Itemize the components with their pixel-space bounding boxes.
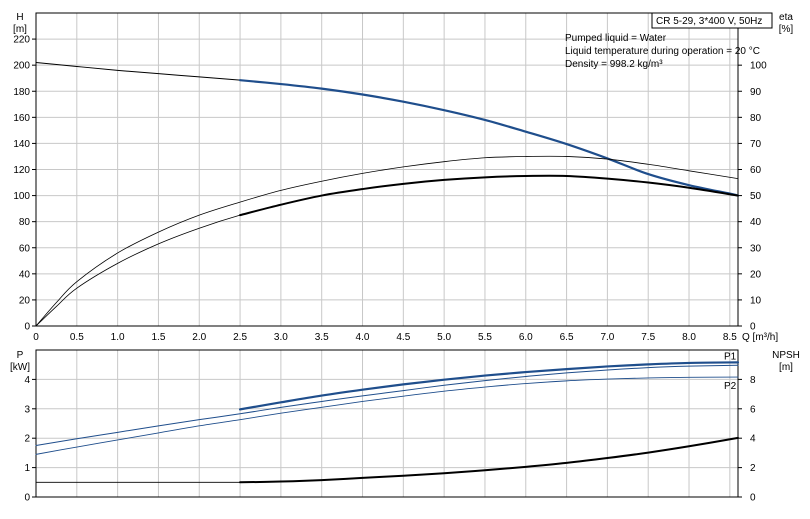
left-tick-label: 140 bbox=[13, 139, 30, 150]
plot-frame bbox=[35, 12, 739, 327]
left-tick-label: 60 bbox=[19, 243, 31, 254]
right-tick-label: 30 bbox=[750, 243, 762, 254]
right-tick-label: 2 bbox=[750, 463, 756, 474]
x-tick-label: 1.0 bbox=[111, 332, 125, 343]
x-tick-label: 8.5 bbox=[723, 332, 737, 343]
right-tick-label: 10 bbox=[750, 295, 762, 306]
left-tick-label: 0 bbox=[24, 322, 30, 333]
right-axis-title: eta bbox=[779, 12, 793, 23]
series-line-0-1 bbox=[238, 79, 740, 197]
right-tick-label: 50 bbox=[750, 191, 762, 202]
x-tick-label: 2.0 bbox=[192, 332, 206, 343]
x-tick-label: 5.0 bbox=[437, 332, 451, 343]
left-tick-label: 2 bbox=[24, 434, 30, 445]
right-tick-label: 40 bbox=[750, 217, 762, 228]
model-label-box bbox=[651, 12, 773, 29]
x-tick-label: 0 bbox=[33, 332, 39, 343]
left-axis-unit: [m] bbox=[13, 24, 27, 35]
x-tick-label: 3.0 bbox=[274, 332, 288, 343]
x-tick-label: 2.5 bbox=[233, 332, 247, 343]
left-tick-label: 4 bbox=[24, 375, 30, 386]
right-tick-label: 60 bbox=[750, 165, 762, 176]
series-line-0-0 bbox=[35, 62, 739, 197]
left-tick-label: 20 bbox=[19, 295, 31, 306]
x-tick-label: 7.0 bbox=[600, 332, 614, 343]
left-tick-label: 120 bbox=[13, 165, 30, 176]
left-tick-label: 1 bbox=[24, 463, 30, 474]
x-tick-label: 8.0 bbox=[682, 332, 696, 343]
plot-frame bbox=[35, 349, 739, 498]
power-npsh-panel: 0 1 2 3 4 0 2 4 6 8 P[kW] NPSH[m] P1 P2 bbox=[10, 349, 800, 504]
info-box: CR 5-29, 3*400 V, 50Hz Pumped liquid = Wa… bbox=[565, 12, 773, 70]
right-axis-unit: [m] bbox=[779, 362, 793, 373]
x-tick-label: 4.0 bbox=[356, 332, 370, 343]
series-label-p1: P1 bbox=[724, 351, 737, 362]
x-tick-label: 7.5 bbox=[641, 332, 655, 343]
head-efficiency-panel: 0 0.5 1.0 1.5 2.0 2.5 3.0 3.5 4.0 4.5 5.0 5.5 6.0 6.5… bbox=[13, 12, 793, 343]
right-axis-title: NPSH bbox=[772, 350, 800, 361]
density-text: Density = 998.2 kg/m³ bbox=[565, 59, 663, 70]
pumped-liquid-text: Pumped liquid = Water bbox=[565, 33, 667, 44]
x-tick-label: 4.5 bbox=[396, 332, 410, 343]
right-tick-label: 0 bbox=[750, 493, 756, 504]
left-tick-label: 0 bbox=[24, 493, 30, 504]
left-axis-title: P bbox=[17, 350, 24, 361]
right-tick-label: 4 bbox=[750, 434, 756, 445]
right-tick-label: 80 bbox=[750, 113, 762, 124]
series-line-0-4 bbox=[239, 174, 739, 217]
series-line-0-2 bbox=[35, 155, 739, 327]
left-tick-label: 220 bbox=[13, 35, 30, 46]
series-line-1-2 bbox=[35, 376, 739, 455]
left-tick-label: 3 bbox=[24, 404, 30, 415]
liquid-temperature-text: Liquid temperature during operation = 20… bbox=[565, 46, 760, 57]
right-tick-label: 0 bbox=[750, 322, 756, 333]
right-tick-label: 8 bbox=[750, 375, 756, 386]
series-line-1-0 bbox=[35, 364, 739, 447]
x-tick-label: 0.5 bbox=[70, 332, 84, 343]
left-tick-label: 40 bbox=[19, 269, 31, 280]
right-tick-label: 6 bbox=[750, 404, 756, 415]
x-tick-label: 6.0 bbox=[519, 332, 533, 343]
x-tick-label: 1.5 bbox=[151, 332, 165, 343]
right-tick-label: 90 bbox=[750, 87, 762, 98]
left-tick-label: 160 bbox=[13, 113, 30, 124]
series-line-0-3 bbox=[35, 175, 739, 327]
left-tick-label: 80 bbox=[19, 217, 31, 228]
right-tick-label: 20 bbox=[750, 269, 762, 280]
left-axis-unit: [kW] bbox=[10, 362, 30, 373]
x-tick-label: 3.5 bbox=[315, 332, 329, 343]
left-tick-label: 180 bbox=[13, 87, 30, 98]
model-label: CR 5-29, 3*400 V, 50Hz bbox=[656, 16, 762, 27]
series-line-1-4 bbox=[239, 436, 739, 484]
x-axis-title: Q [m³/h] bbox=[742, 332, 778, 343]
right-tick-label: 70 bbox=[750, 139, 762, 150]
x-tick-label: 5.5 bbox=[478, 332, 492, 343]
x-tick-label: 6.5 bbox=[560, 332, 574, 343]
right-axis-unit: [%] bbox=[779, 24, 794, 35]
series-label-p2: P2 bbox=[724, 381, 737, 392]
left-tick-label: 100 bbox=[13, 191, 30, 202]
series-line-1-1 bbox=[238, 361, 740, 411]
right-tick-label: 100 bbox=[750, 61, 767, 72]
left-axis-title: H bbox=[16, 12, 23, 23]
left-tick-label: 200 bbox=[13, 61, 30, 72]
